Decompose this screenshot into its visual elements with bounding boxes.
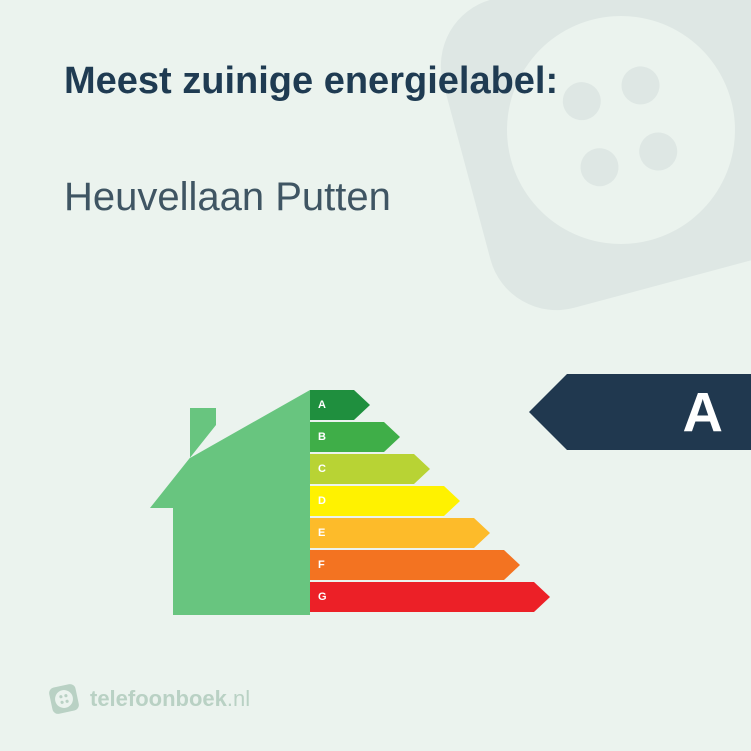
house-icon <box>140 390 310 615</box>
bar-shape <box>310 486 460 516</box>
page-title: Meest zuinige energielabel: <box>64 60 558 103</box>
bar-label: G <box>318 591 327 603</box>
bar-shape <box>310 518 490 548</box>
bar-shape <box>310 454 430 484</box>
badge-letter: A <box>683 380 723 445</box>
bar-label: F <box>318 559 325 571</box>
bar-label: D <box>318 495 326 507</box>
footer-text: telefoonboek.nl <box>90 686 250 712</box>
bar-label: B <box>318 431 326 443</box>
footer-brand: telefoonboek.nl <box>48 683 250 715</box>
address-subtitle: Heuvellaan Putten <box>64 175 391 220</box>
bar-label: E <box>318 527 325 539</box>
background-decoration-icon <box>388 0 751 363</box>
energy-label-card: Meest zuinige energielabel: Heuvellaan P… <box>0 0 751 751</box>
footer-brand-name: telefoonboek <box>90 686 227 711</box>
bar-shape <box>310 550 520 580</box>
selected-energy-badge: A <box>529 374 751 450</box>
bar-label: C <box>318 463 326 475</box>
bar-shape <box>310 582 550 612</box>
footer-brand-tld: .nl <box>227 686 250 711</box>
phonebook-logo-icon <box>45 680 83 718</box>
bar-label: A <box>318 399 326 411</box>
